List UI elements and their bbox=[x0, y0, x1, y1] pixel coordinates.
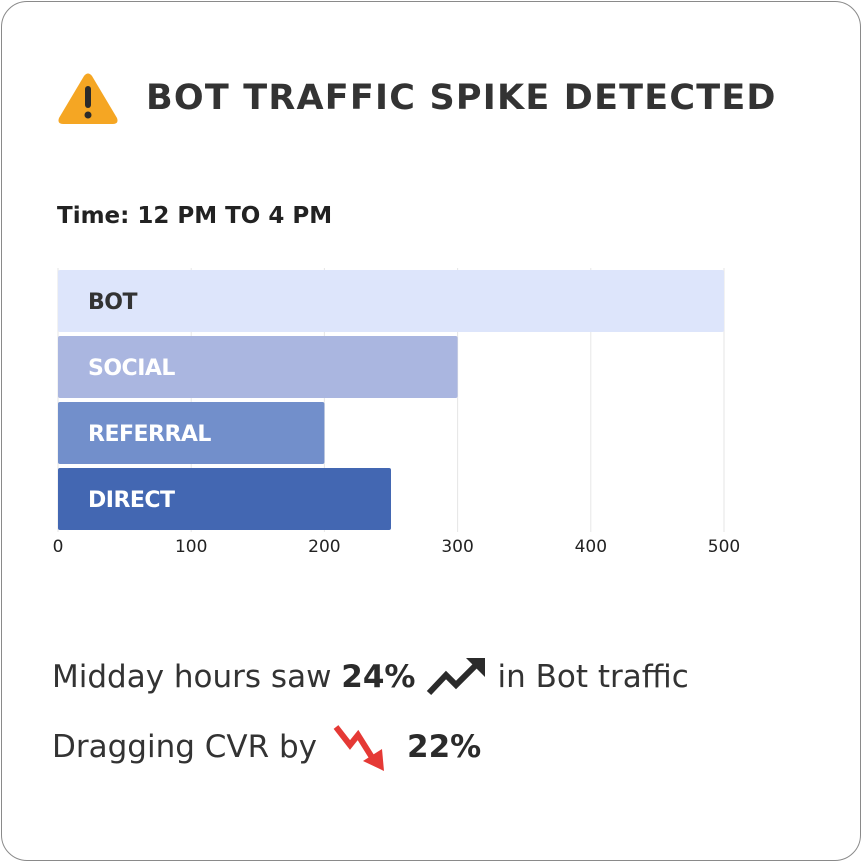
time-range-label: Time: 12 PM TO 4 PM bbox=[57, 203, 333, 229]
x-tick-label: 0 bbox=[53, 537, 64, 557]
summary-line2-prefix: Dragging CVR by bbox=[52, 729, 318, 765]
bar-label-referral: REFERRAL bbox=[88, 422, 211, 447]
summary-line2-value: 22% bbox=[407, 729, 482, 765]
alert-title: BOT TRAFFIC SPIKE DETECTED bbox=[146, 78, 777, 118]
summary-line1-prefix: Midday hours saw bbox=[52, 659, 332, 695]
warning-icon bbox=[58, 73, 118, 124]
x-tick-label: 400 bbox=[575, 537, 607, 557]
traffic-bar-chart: 0 100 200 300 400 500 BOT SOCIAL REFERRAL DIRECT bbox=[53, 268, 740, 557]
x-tick-label: 100 bbox=[175, 537, 207, 557]
x-tick-label: 500 bbox=[708, 537, 740, 557]
summary-line-cvr: Dragging CVR by 22% bbox=[52, 721, 481, 773]
bar-direct bbox=[58, 468, 391, 530]
bar-label-direct: DIRECT bbox=[88, 488, 175, 513]
bar-label-bot: BOT bbox=[88, 290, 137, 315]
trend-up-icon bbox=[426, 658, 485, 696]
x-tick-label: 200 bbox=[308, 537, 340, 557]
summary-line-bot: Midday hours saw 24% in Bot traffic bbox=[52, 655, 689, 699]
bar-social bbox=[58, 336, 458, 398]
bar-bot bbox=[58, 270, 724, 332]
bar-referral bbox=[58, 402, 325, 464]
summary-line1-value: 24% bbox=[341, 659, 416, 695]
summary-line1-suffix: in Bot traffic bbox=[497, 659, 689, 695]
trend-down-icon bbox=[333, 725, 385, 771]
bar-label-social: SOCIAL bbox=[88, 356, 175, 381]
x-tick-label: 300 bbox=[441, 537, 473, 557]
